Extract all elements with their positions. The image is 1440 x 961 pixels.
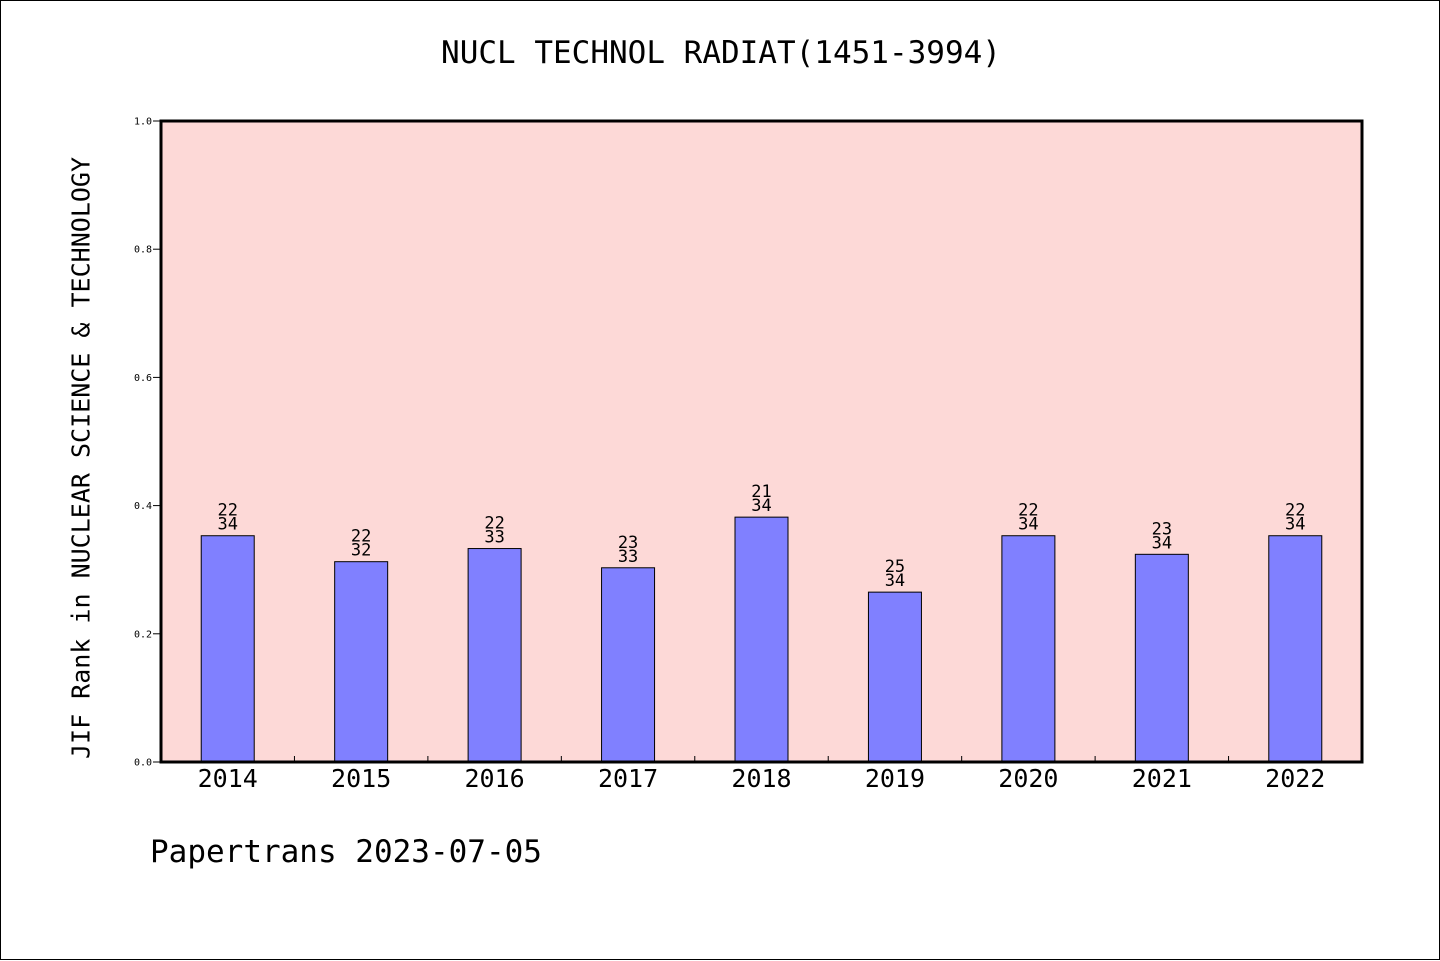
bar bbox=[1268, 535, 1323, 763]
bar-label-total: 34 bbox=[885, 571, 905, 591]
bar-label-total: 33 bbox=[484, 528, 504, 548]
y-tick-label: 0.2 bbox=[134, 629, 152, 640]
bar-label-total: 34 bbox=[1152, 533, 1172, 553]
bar bbox=[334, 561, 389, 763]
x-tick-label: 2020 bbox=[998, 764, 1058, 793]
x-tick-label: 2018 bbox=[731, 764, 791, 793]
bar-label-rank: 22 bbox=[351, 527, 371, 547]
bar-label-rank: 23 bbox=[1152, 519, 1172, 539]
bar-label-rank: 22 bbox=[217, 501, 237, 521]
footer-text: Papertrans 2023-07-05 bbox=[150, 834, 542, 870]
x-tick-label: 2021 bbox=[1132, 764, 1192, 793]
bar-label-total: 34 bbox=[1285, 515, 1305, 535]
x-tick-label: 2022 bbox=[1265, 764, 1325, 793]
y-tick-label: 0.6 bbox=[134, 373, 152, 384]
y-tick-label: 1.0 bbox=[134, 117, 152, 128]
x-tick-label: 2017 bbox=[598, 764, 658, 793]
bar-label-rank: 22 bbox=[1018, 501, 1038, 521]
y-tick-label: 0.8 bbox=[134, 245, 152, 256]
bar-label-rank: 21 bbox=[751, 482, 771, 502]
x-tick-label: 2014 bbox=[198, 764, 258, 793]
x-tick-label: 2016 bbox=[465, 764, 525, 793]
bar bbox=[1134, 553, 1189, 763]
bar-label-total: 34 bbox=[1018, 515, 1038, 535]
bar-label-rank: 22 bbox=[484, 514, 504, 534]
bar-label-rank: 23 bbox=[618, 533, 638, 553]
y-tick-label: 0.4 bbox=[134, 501, 152, 512]
bar bbox=[601, 567, 656, 763]
bar-label-rank: 22 bbox=[1285, 501, 1305, 521]
y-axis-label: JIF Rank in NUCLEAR SCIENCE & TECHNOLOGY bbox=[66, 156, 96, 760]
bar-label-rank: 25 bbox=[885, 557, 905, 577]
y-tick-label: 0.0 bbox=[134, 758, 152, 769]
bar bbox=[200, 535, 255, 763]
bar-label-total: 34 bbox=[751, 496, 771, 516]
plot-border bbox=[159, 119, 1364, 764]
bar-label-total: 32 bbox=[351, 541, 371, 561]
bar bbox=[467, 548, 522, 763]
bar bbox=[734, 516, 789, 763]
bar-label-total: 33 bbox=[618, 547, 638, 567]
bar-label-total: 34 bbox=[217, 515, 237, 535]
bar bbox=[1001, 535, 1056, 763]
x-tick-label: 2019 bbox=[865, 764, 925, 793]
x-tick-label: 2015 bbox=[331, 764, 391, 793]
bar bbox=[867, 591, 922, 763]
chart-title: NUCL TECHNOL RADIAT(1451-3994) bbox=[441, 35, 1001, 71]
